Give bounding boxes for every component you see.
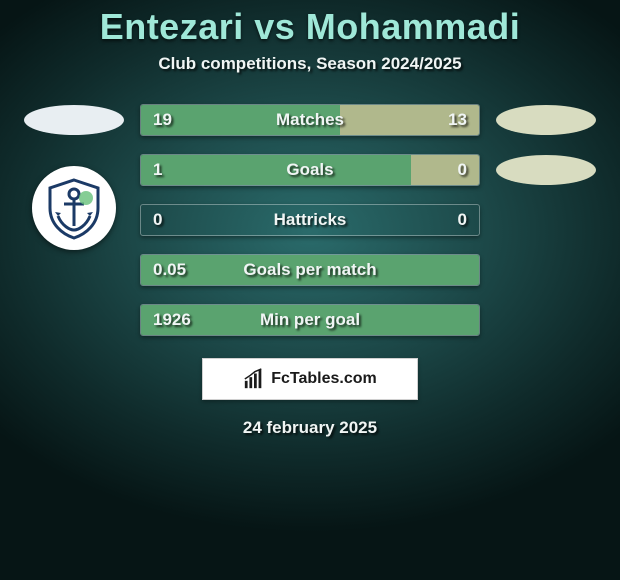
stat-bar-right — [340, 105, 479, 135]
stat-bar: 0.05 Goals per match — [140, 254, 480, 286]
stat-value-left: 0 — [153, 205, 162, 235]
stat-bar: 0 Hattricks 0 — [140, 204, 480, 236]
stat-label: Hattricks — [141, 205, 479, 235]
side-right — [496, 155, 596, 185]
date: 24 february 2025 — [0, 418, 620, 438]
stat-row: 19 Matches 13 — [0, 98, 620, 142]
stat-value-right: 0 — [458, 205, 467, 235]
stat-bar-left — [141, 305, 479, 335]
watermark: FcTables.com — [202, 358, 418, 400]
stat-bar-right — [411, 155, 479, 185]
team-ellipse-right — [496, 155, 596, 185]
stat-bar: 19 Matches 13 — [140, 104, 480, 136]
stat-bar-left — [141, 155, 411, 185]
side-right — [496, 105, 596, 135]
chart-icon — [243, 368, 265, 390]
stat-bar-left — [141, 255, 479, 285]
team-ellipse-right — [496, 105, 596, 135]
anchor-badge-icon — [42, 176, 106, 240]
watermark-text: FcTables.com — [271, 370, 377, 388]
page-title: Entezari vs Mohammadi — [0, 6, 620, 48]
stat-bar: 1926 Min per goal — [140, 304, 480, 336]
stat-row: 1926 Min per goal — [0, 298, 620, 342]
page-subtitle: Club competitions, Season 2024/2025 — [0, 54, 620, 74]
team-ellipse-left — [24, 105, 124, 135]
team-badge-left — [32, 166, 116, 250]
side-left — [24, 105, 124, 135]
stat-bar: 1 Goals 0 — [140, 154, 480, 186]
stat-row: 0.05 Goals per match — [0, 248, 620, 292]
stat-bar-left — [141, 105, 340, 135]
stat-row: 1 Goals 0 — [0, 148, 620, 192]
